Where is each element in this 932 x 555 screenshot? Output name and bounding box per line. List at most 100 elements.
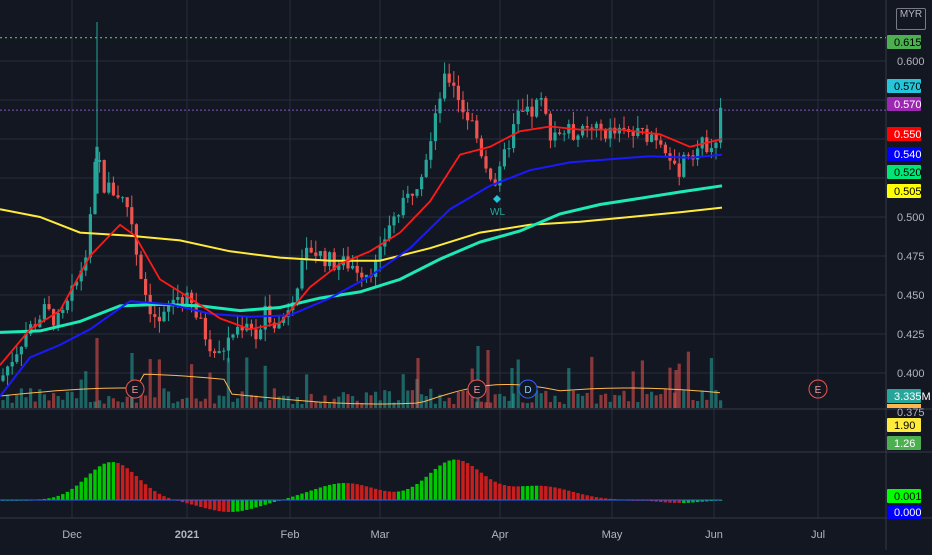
candle-body [314,252,318,256]
histogram-bar [203,500,208,509]
candle-body [102,159,106,193]
histogram-bar [300,493,304,500]
volume-bar [95,338,99,408]
candle-body [355,265,359,273]
volume-bar [148,359,152,408]
event-marker-earnings[interactable]: E [125,379,145,399]
candle-body [116,195,120,198]
candle-body [272,322,276,329]
indicator-tag[interactable]: 1.26 [887,436,921,450]
candle-body [374,259,378,277]
volume-bar [360,402,364,408]
currency-label[interactable]: MYR [896,8,926,30]
volume-bar [84,371,88,408]
volume-bar [691,400,695,408]
histogram-bar [254,500,258,508]
volume-bar [116,401,120,408]
candle-body [125,197,129,208]
volume-bar [323,395,327,408]
histogram-bar [309,490,313,500]
volume-bar [337,396,341,408]
time-axis[interactable]: Dec 2021 Feb Mar Apr May Jun Jul [62,529,825,541]
price-tag[interactable]: 0.570 [887,97,922,111]
volume-bar [98,400,102,408]
price-tag-bg [887,147,921,161]
volume-bar [328,402,332,408]
event-marker-dividend[interactable]: D [518,379,538,399]
histogram-bar [603,498,608,500]
price-tag-bg [887,35,921,49]
price-tag[interactable]: 0.505 [887,184,922,198]
volume-bar [548,402,552,408]
volume-bar [466,390,470,408]
volume-tag[interactable]: 3.335M [887,389,931,403]
volume-bar [576,393,580,408]
volume-bar [42,394,46,408]
histogram-tag[interactable]: 0.001 [887,489,922,503]
histogram-bar [143,484,148,500]
time-tick: Apr [491,529,508,541]
event-marker-earnings[interactable]: E [467,379,487,399]
histogram-tag[interactable]: 0.000 [887,505,922,519]
candle-body [401,197,405,216]
price-tag-label: 0.540 [894,149,922,161]
price-tick: 0.500 [897,212,925,224]
volume-bar [719,400,723,408]
event-marker-earnings-future[interactable]: E [808,379,828,399]
histogram-bar [594,497,599,500]
volume-bar [213,403,217,408]
candle-body [429,141,433,160]
price-tag[interactable]: 0.615 [887,35,922,49]
candle-body [153,314,157,317]
indicator-tag[interactable]: 1.90 [887,418,921,432]
price-tag[interactable]: 0.550 [887,127,922,141]
price-tag[interactable]: 0.540 [887,147,922,161]
candle-body [571,124,575,140]
candle-body [604,129,608,139]
histogram-bar [438,465,442,500]
volume-bar [125,396,129,408]
volume-bar [502,396,506,408]
volume-bar [111,398,115,408]
histogram-bar [686,500,691,503]
volume-bar [479,401,483,408]
volume-bar [420,394,424,408]
volume-bar [93,401,97,408]
volume-bar [709,357,713,408]
candle-body [466,112,470,121]
volume-bar [305,374,309,408]
histogram-bar [235,500,240,512]
event-marker-label: E [474,385,481,396]
price-tag-bg [887,79,921,93]
histogram-bar [429,472,433,500]
price-tag-bg [887,165,921,179]
price-tag-bg [887,489,921,503]
histogram-bar [493,481,497,500]
event-markers[interactable]: WL E E D E [125,195,828,399]
volume-bar [530,402,534,408]
histogram-bar [502,485,507,500]
price-tag[interactable]: 0.520 [887,165,922,179]
candle-body [208,339,212,352]
candle-body [231,334,235,338]
volume-bar [6,394,10,408]
candle-body [677,163,681,177]
histogram-bar [346,483,350,500]
volume-bar [226,357,230,408]
histogram-bar [576,493,580,500]
price-tag[interactable]: 0.570 [887,79,922,93]
candle-body [295,288,299,303]
volume-bar [144,395,148,408]
histogram-bar [396,491,401,500]
histogram-bar [534,485,539,500]
volume-bar [33,401,37,408]
histogram-bar [364,486,369,500]
earnings-icon [467,379,487,399]
histogram-bar [525,486,530,500]
price-axis[interactable]: 0.600 0.475 0.450 0.425 0.400 0.375 0.500 0.615… [887,35,931,519]
candle-body [70,285,74,301]
histogram-bar [544,486,548,500]
volume-bar [1,400,5,408]
